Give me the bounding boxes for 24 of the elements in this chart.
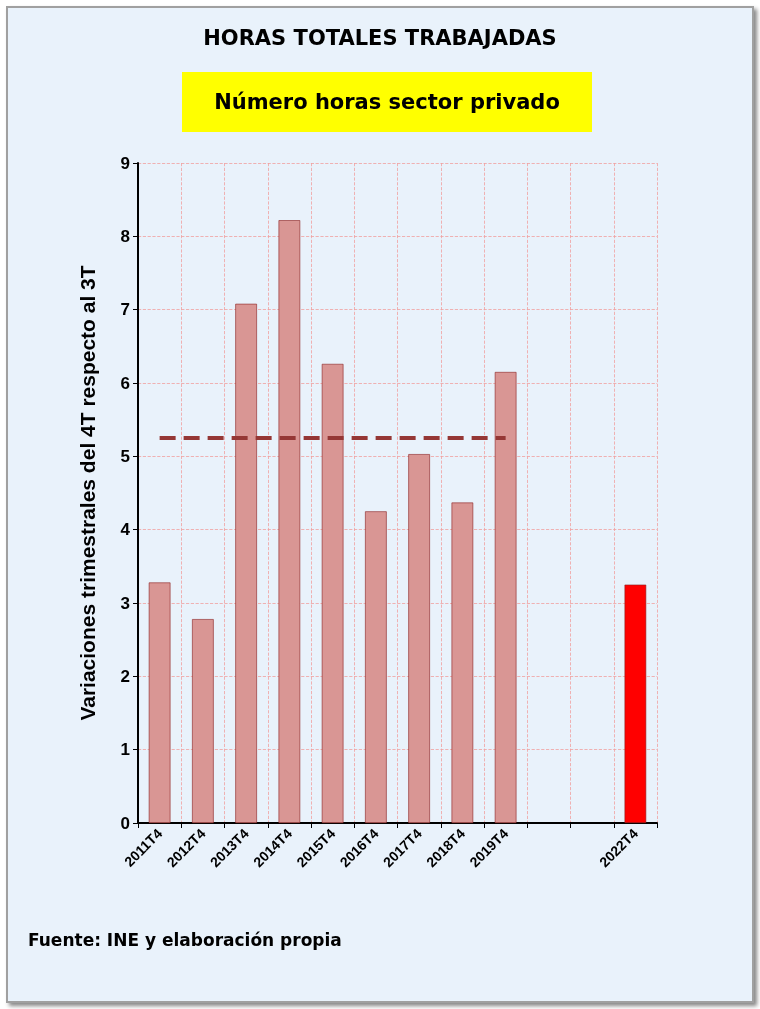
bar	[494, 372, 517, 823]
bar	[148, 582, 171, 823]
y-tick-label: 4	[120, 520, 131, 540]
y-tick-label: 5	[120, 446, 130, 466]
bar	[192, 619, 214, 823]
y-axis-title: Variaciones trimestrales del 4T respecto al 3T	[76, 265, 99, 721]
bar	[321, 363, 344, 823]
bar	[451, 502, 474, 823]
bar	[278, 220, 301, 823]
y-tick-label: 0	[120, 813, 130, 833]
bar	[408, 454, 430, 823]
chart-subtitle: Número horas sector privado	[182, 72, 592, 132]
y-tick-label: 9	[120, 153, 130, 173]
y-tick-label: 3	[120, 593, 130, 613]
y-tick-label: 8	[120, 226, 130, 246]
y-tick-label: 7	[120, 300, 130, 320]
bar	[235, 303, 257, 823]
y-tick-label: 6	[120, 373, 130, 393]
chart-title: HORAS TOTALES TRABAJADAS	[202, 26, 558, 50]
source-note: Fuente: INE y elaboración propia	[28, 930, 342, 950]
y-tick-label: 1	[120, 740, 130, 760]
bar	[365, 511, 387, 823]
bar	[624, 584, 647, 823]
y-tick-label: 2	[120, 666, 130, 686]
